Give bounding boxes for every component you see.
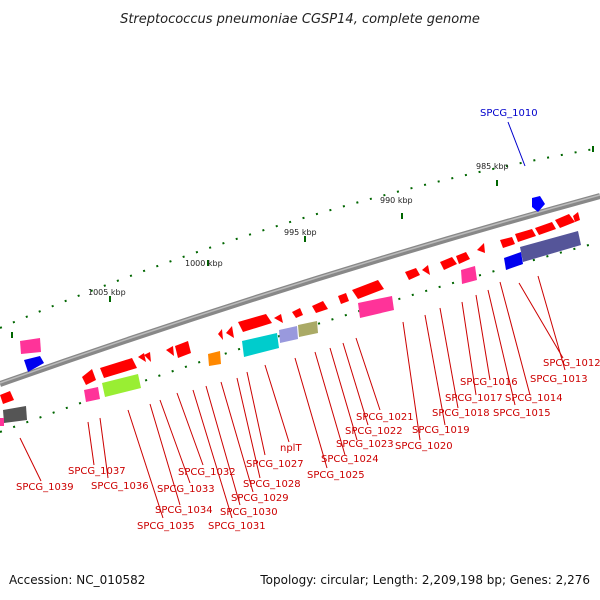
gene-arrow[interactable] (138, 353, 146, 362)
gene-label[interactable]: SPCG_1035 (137, 521, 195, 532)
gene-arrow[interactable] (175, 341, 191, 358)
gene-arrow[interactable] (144, 352, 151, 362)
gene-label[interactable]: SPCG_1039 (16, 482, 74, 493)
scale-labels: 985 kbp 990 kbp 995 kbp 1000 kbp 1005 kb… (88, 162, 509, 297)
gene-arrow[interactable] (456, 252, 470, 264)
gene-label[interactable]: SPCG_1021 (356, 412, 414, 423)
gene-label[interactable]: SPCG_1013 (530, 374, 588, 385)
gene-arrow[interactable] (274, 314, 283, 323)
gene-feature-lime[interactable] (102, 374, 141, 397)
gene-label[interactable]: SPCG_1030 (220, 507, 278, 518)
scale-label-1000: 1000 kbp (185, 259, 223, 268)
gene-arrow[interactable] (292, 308, 303, 318)
gene-label[interactable]: SPCG_1031 (208, 521, 266, 532)
gene-arrow[interactable] (500, 237, 515, 248)
gene-arrow[interactable] (352, 280, 384, 299)
gene-label[interactable]: SPCG_1023 (336, 439, 394, 450)
gene-label[interactable]: SPCG_1033 (157, 484, 215, 495)
gene-label[interactable]: SPCG_1022 (345, 426, 403, 437)
gene-label[interactable]: SPCG_1025 (307, 470, 365, 481)
gene-arrow[interactable] (218, 329, 223, 340)
gene-label[interactable]: SPCG_1024 (321, 454, 379, 465)
gene-label[interactable]: SPCG_1017 (445, 393, 503, 404)
gene-feature-orange[interactable] (208, 351, 221, 366)
gene-arrow[interactable] (82, 369, 96, 385)
gene-label[interactable]: nplT (280, 443, 302, 454)
gene-arrow[interactable] (166, 346, 174, 356)
gene-feature-olive[interactable] (298, 321, 318, 337)
gene-feature-pink[interactable] (358, 296, 394, 318)
gene-label[interactable]: SPCG_1028 (243, 479, 301, 490)
gene-arrow[interactable] (226, 326, 234, 338)
gene-label[interactable]: SPCG_1034 (155, 505, 213, 516)
genome-summary-text: Topology: circular; Length: 2,209,198 bp… (260, 573, 590, 587)
gene-label[interactable]: SPCG_1037 (68, 466, 126, 477)
gene-arrow[interactable] (312, 301, 328, 313)
scale-label-990: 990 kbp (380, 196, 413, 205)
gene-label[interactable]: SPCG_1018 (432, 408, 490, 419)
gene-arrow[interactable] (535, 222, 556, 235)
gene-arrow[interactable] (0, 391, 14, 404)
leader-line-spcg-1010 (507, 121, 526, 167)
leader-lines (19, 275, 566, 519)
gene-feature-cyan[interactable] (242, 333, 279, 357)
gene-label[interactable]: SPCG_1012 (543, 358, 600, 369)
genome-backbone-highlight (0, 194, 600, 384)
gene-arrow[interactable] (100, 358, 137, 378)
gene-feature-blue[interactable] (504, 252, 523, 270)
gene-arrow[interactable] (515, 229, 536, 242)
gene-feature-navy[interactable] (520, 231, 581, 262)
accession-text: Accession: NC_010582 (9, 573, 146, 587)
scale-label-985: 985 kbp (476, 162, 509, 171)
gene-features[interactable] (0, 196, 581, 426)
scale-label-995: 995 kbp (284, 228, 317, 237)
gene-arrow[interactable] (477, 243, 485, 253)
gene-arrow[interactable] (405, 268, 420, 280)
gene-label[interactable]: SPCG_1019 (412, 425, 470, 436)
gene-label[interactable]: SPCG_1016 (460, 377, 518, 388)
map-title: Streptococcus pneumoniae CGSP14, complet… (120, 12, 480, 27)
gene-label[interactable]: SPCG_1010 (480, 108, 538, 119)
gene-feature-blue[interactable] (24, 356, 44, 372)
scale-label-1005: 1005 kbp (88, 288, 126, 297)
gene-feature-pink[interactable] (0, 418, 4, 426)
gene-arrow[interactable] (440, 257, 457, 270)
gene-feature-blue-spcg-1010[interactable] (532, 196, 545, 212)
scale-major-ticks (11, 146, 594, 338)
gene-arrow[interactable] (338, 293, 349, 304)
gene-arrow[interactable] (555, 214, 575, 228)
gene-arrow[interactable] (238, 314, 272, 332)
gene-label[interactable]: SPCG_1027 (246, 459, 304, 470)
gene-label[interactable]: SPCG_1036 (91, 481, 149, 492)
gene-arrow[interactable] (422, 265, 430, 275)
gene-label[interactable]: SPCG_1032 (178, 467, 236, 478)
gene-label[interactable]: SPCG_1020 (395, 441, 453, 452)
gene-label[interactable]: SPCG_1029 (231, 493, 289, 504)
gene-labels: SPCG_1010 SPCG_1012 SPCG_1013 SPCG_1014 … (16, 108, 600, 532)
gene-arrow[interactable] (573, 212, 580, 222)
gene-feature-pink[interactable] (20, 338, 41, 354)
gene-feature-lavender[interactable] (279, 326, 298, 343)
gene-label[interactable]: SPCG_1015 (493, 408, 551, 419)
genome-backbone (0, 193, 600, 387)
gene-feature-gray[interactable] (3, 406, 27, 423)
gene-feature-pink[interactable] (461, 266, 477, 284)
gene-feature-pink[interactable] (84, 387, 100, 402)
gene-label[interactable]: SPCG_1014 (505, 393, 563, 404)
